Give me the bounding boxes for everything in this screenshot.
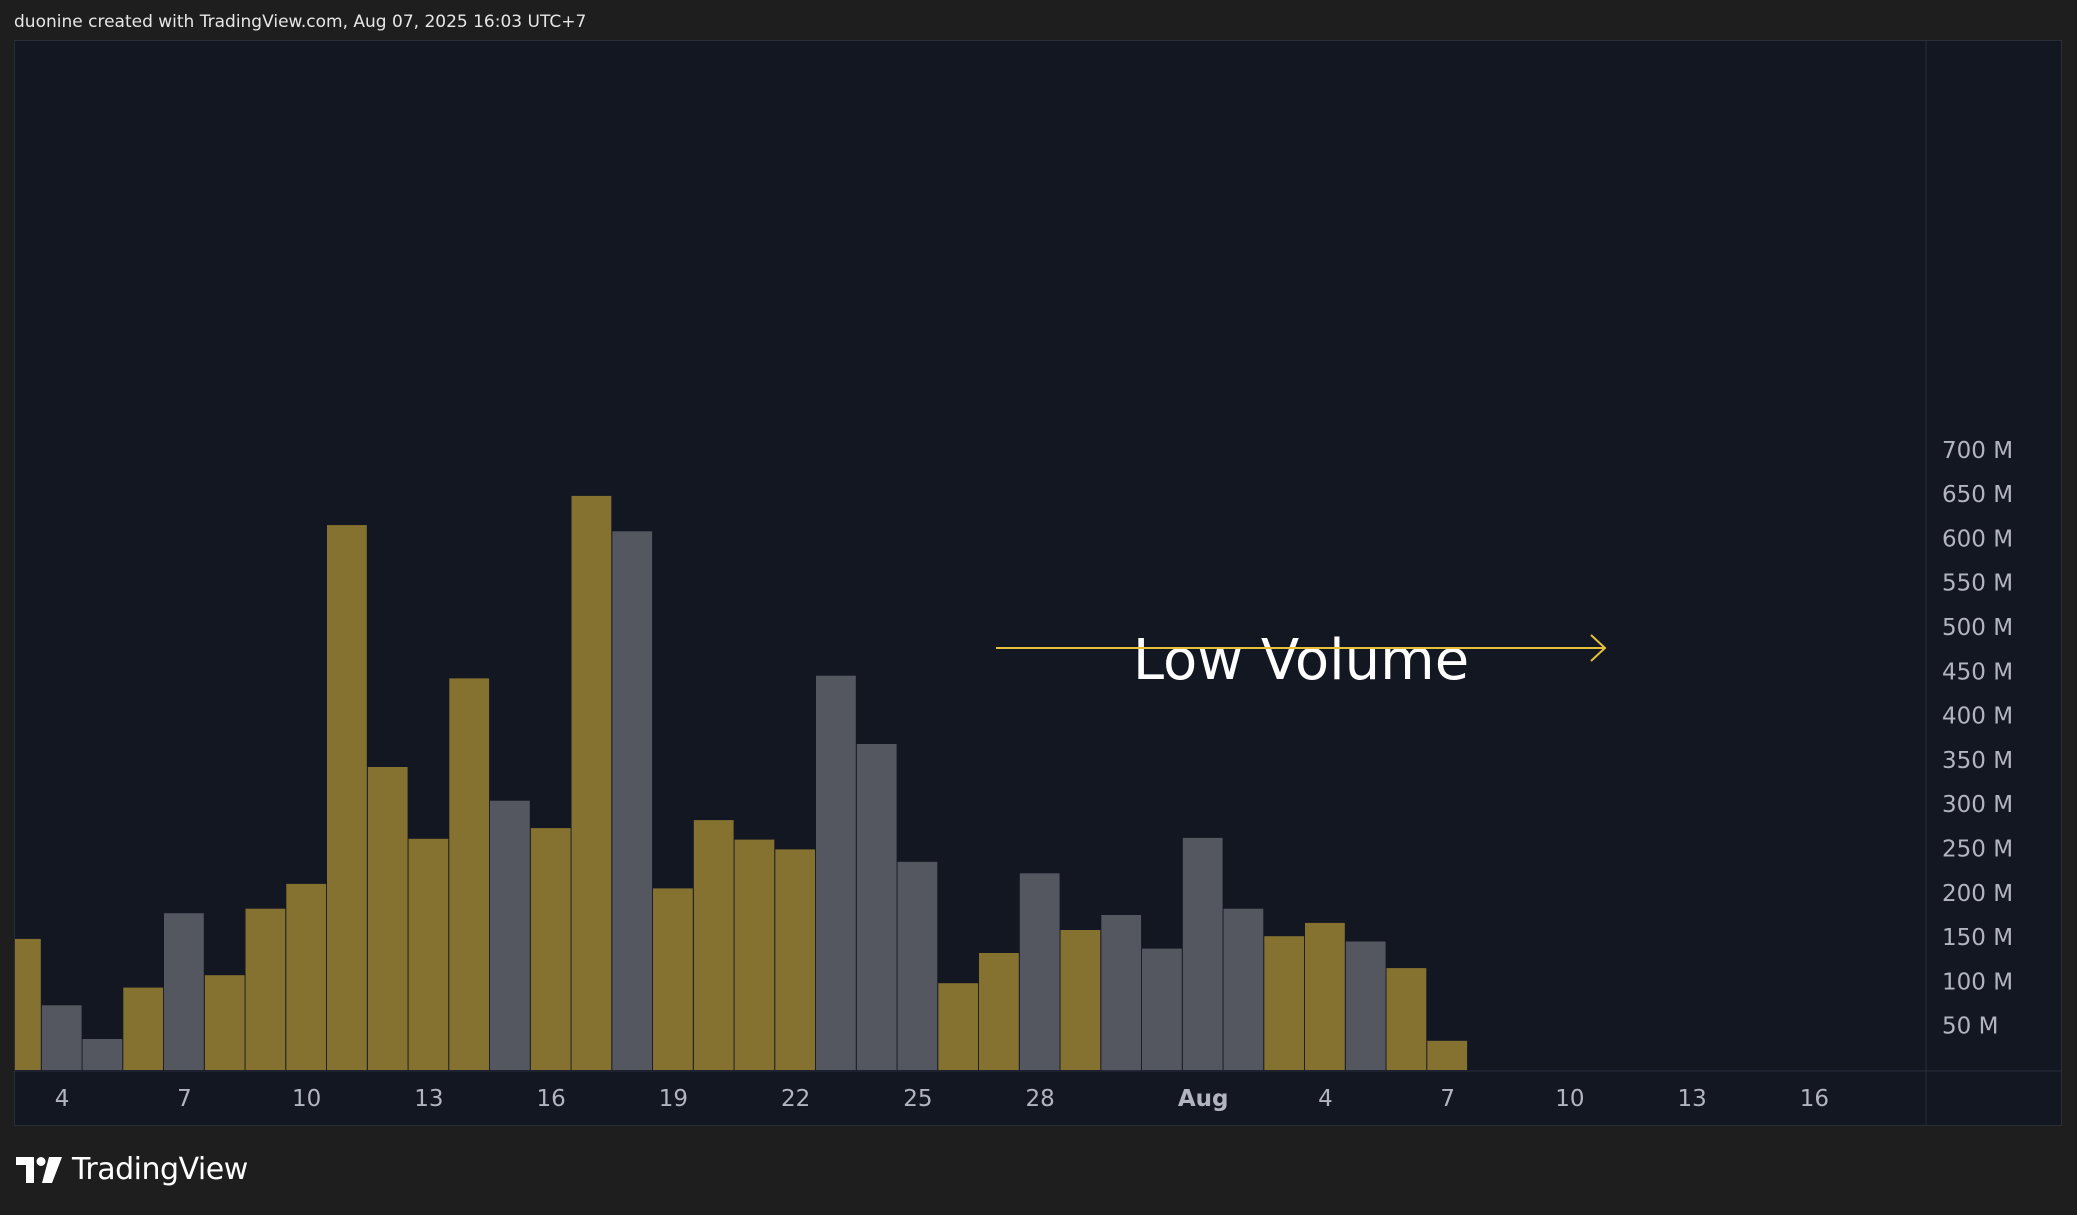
tradingview-logo[interactable]: TradingView bbox=[16, 1152, 248, 1187]
volume-bar[interactable] bbox=[449, 678, 490, 1070]
volume-bar[interactable] bbox=[693, 820, 734, 1070]
volume-bar[interactable] bbox=[1223, 908, 1264, 1070]
price-scale-label: 350 M bbox=[1942, 748, 2013, 774]
price-scale-label: 550 M bbox=[1942, 571, 2013, 597]
volume-bar[interactable] bbox=[979, 953, 1019, 1070]
volume-bar[interactable] bbox=[938, 983, 979, 1070]
price-scale-label: 50 M bbox=[1942, 1014, 1998, 1040]
bars-layer bbox=[15, 495, 1468, 1071]
price-scale-label: 250 M bbox=[1942, 837, 2013, 863]
price-scale-label: 450 M bbox=[1942, 659, 2013, 685]
price-scale-label: 300 M bbox=[1942, 792, 2013, 818]
volume-bar[interactable] bbox=[653, 888, 693, 1070]
price-scale-label: 650 M bbox=[1942, 482, 2013, 508]
volume-bar[interactable] bbox=[164, 913, 204, 1070]
tradingview-logo-icon bbox=[16, 1156, 62, 1183]
price-scale-label: 700 M bbox=[1942, 438, 2013, 464]
volume-bar[interactable] bbox=[245, 908, 286, 1070]
time-scale-label: 10 bbox=[1555, 1086, 1584, 1112]
volume-bar[interactable] bbox=[41, 1005, 82, 1070]
volume-bar[interactable] bbox=[408, 838, 449, 1070]
price-scale-label: 200 M bbox=[1942, 881, 2013, 907]
annotation-arrow-head[interactable] bbox=[1590, 634, 1607, 662]
volume-bar[interactable] bbox=[571, 495, 612, 1070]
volume-bar[interactable] bbox=[775, 849, 816, 1070]
volume-bar[interactable] bbox=[367, 767, 408, 1070]
volume-bar[interactable] bbox=[897, 861, 938, 1070]
volume-bar[interactable] bbox=[530, 828, 571, 1070]
time-scale-label: 13 bbox=[414, 1086, 443, 1112]
volume-bar[interactable] bbox=[327, 525, 367, 1070]
volume-bar[interactable] bbox=[15, 938, 41, 1070]
volume-bar[interactable] bbox=[1060, 930, 1101, 1070]
annotation-text[interactable]: Low Volume bbox=[1133, 628, 1469, 693]
time-scale-label: 28 bbox=[1026, 1086, 1055, 1112]
time-scale-label: 25 bbox=[903, 1086, 932, 1112]
time-scale-label: 19 bbox=[659, 1086, 688, 1112]
time-scale-label: 22 bbox=[781, 1086, 810, 1112]
time-scale-label: 4 bbox=[1318, 1086, 1333, 1112]
volume-bar[interactable] bbox=[1427, 1040, 1468, 1070]
volume-bar[interactable] bbox=[856, 744, 897, 1070]
volume-bar[interactable] bbox=[1142, 948, 1182, 1070]
tradingview-logo-text: TradingView bbox=[72, 1152, 248, 1187]
price-scale-label: 100 M bbox=[1942, 969, 2013, 995]
volume-bar[interactable] bbox=[204, 975, 245, 1070]
volume-bar[interactable] bbox=[286, 883, 327, 1070]
volume-bar[interactable] bbox=[816, 675, 856, 1070]
time-scale-label: 13 bbox=[1678, 1086, 1707, 1112]
time-scale[interactable]: 4 7 10 13 16 19 22 25 28 Aug 4 7 10 13 16 1 bbox=[15, 1070, 2061, 1112]
volume-bar[interactable] bbox=[1182, 837, 1223, 1070]
price-scale-label: 500 M bbox=[1942, 615, 2013, 641]
time-scale-label: Aug bbox=[1178, 1086, 1229, 1112]
time-scale-label: 4 bbox=[55, 1086, 70, 1112]
time-scale-label: 1 bbox=[1929, 1086, 1944, 1112]
volume-bar[interactable] bbox=[1101, 915, 1142, 1071]
volume-bar[interactable] bbox=[1345, 941, 1386, 1071]
time-scale-label: 7 bbox=[1440, 1086, 1455, 1112]
time-scale-label: 16 bbox=[536, 1086, 565, 1112]
volume-bar[interactable] bbox=[1386, 968, 1427, 1070]
time-scale-label: 7 bbox=[177, 1086, 192, 1112]
price-scale[interactable]: 50 M 100 M 150 M 200 M 250 M 300 M 350 M 400 M 4… bbox=[1925, 41, 2013, 1125]
volume-bar[interactable] bbox=[82, 1039, 123, 1070]
annotation-layer[interactable]: Low Volume bbox=[996, 628, 1607, 693]
volume-bar[interactable] bbox=[1019, 873, 1060, 1070]
price-scale-label: 600 M bbox=[1942, 526, 2013, 552]
chart-panel[interactable]: 50 M 100 M 150 M 200 M 250 M 300 M 350 M 400 M 4… bbox=[14, 40, 2062, 1126]
volume-bar[interactable] bbox=[1264, 936, 1305, 1070]
price-scale-label: 150 M bbox=[1942, 925, 2013, 951]
volume-bar[interactable] bbox=[734, 839, 775, 1070]
volume-bar[interactable] bbox=[490, 800, 530, 1070]
time-scale-label: 10 bbox=[292, 1086, 321, 1112]
price-scale-label: 400 M bbox=[1942, 704, 2013, 730]
volume-bar[interactable] bbox=[123, 987, 164, 1070]
volume-bar[interactable] bbox=[1305, 922, 1345, 1070]
time-scale-label: 16 bbox=[1800, 1086, 1829, 1112]
chart-attribution: duonine created with TradingView.com, Au… bbox=[14, 12, 587, 32]
volume-bar[interactable] bbox=[612, 531, 653, 1070]
volume-chart[interactable]: 50 M 100 M 150 M 200 M 250 M 300 M 350 M 400 M 4… bbox=[15, 41, 2061, 1125]
